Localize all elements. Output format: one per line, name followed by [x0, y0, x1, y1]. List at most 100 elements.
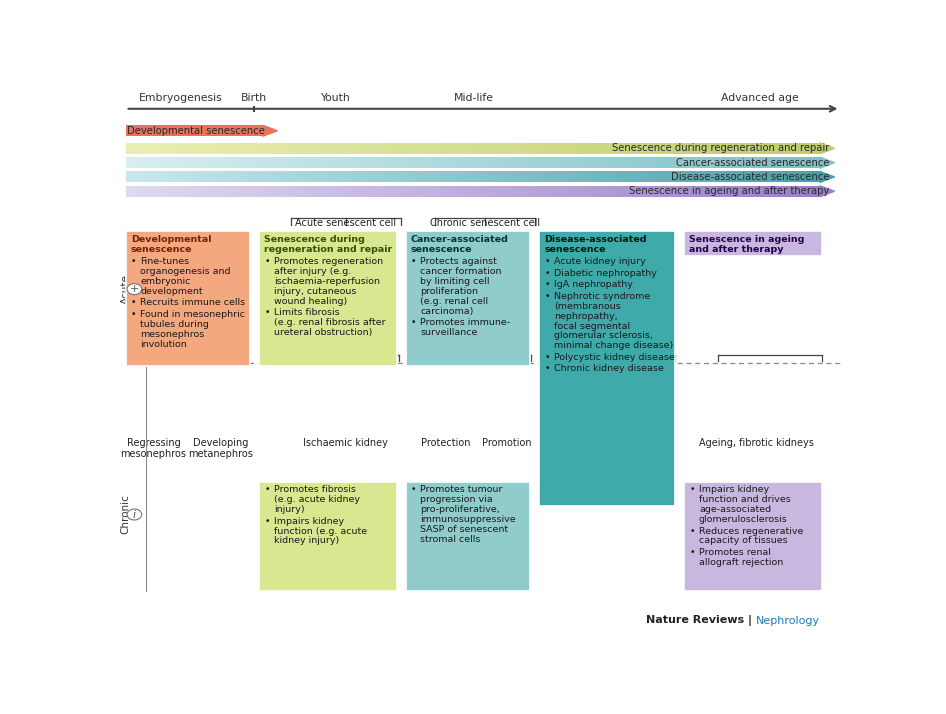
Bar — [401, 157, 406, 168]
Bar — [778, 171, 782, 183]
Bar — [698, 143, 702, 154]
Bar — [192, 171, 196, 183]
Bar — [788, 143, 793, 154]
Bar — [450, 171, 454, 183]
Bar — [137, 125, 139, 136]
Text: Nephrology: Nephrology — [756, 615, 820, 625]
Bar — [778, 143, 782, 154]
Bar — [192, 143, 196, 154]
Bar — [621, 157, 625, 168]
Bar — [342, 171, 346, 183]
Bar — [166, 125, 168, 136]
Bar — [816, 143, 820, 154]
Bar — [206, 125, 207, 136]
Bar — [147, 125, 148, 136]
Bar — [746, 171, 751, 183]
Bar — [537, 186, 541, 197]
Bar — [482, 157, 485, 168]
Bar — [127, 125, 129, 136]
Bar — [190, 125, 192, 136]
Bar — [227, 186, 231, 197]
Bar — [663, 143, 667, 154]
Bar — [709, 143, 712, 154]
Bar — [321, 171, 325, 183]
Text: Polycystic kidney disease: Polycystic kidney disease — [553, 353, 674, 362]
Bar — [709, 157, 712, 168]
Bar — [202, 143, 206, 154]
Bar — [429, 157, 433, 168]
Bar — [565, 143, 569, 154]
Bar — [527, 157, 531, 168]
Bar — [593, 157, 597, 168]
Bar — [597, 171, 601, 183]
Bar — [464, 171, 468, 183]
Bar — [705, 186, 709, 197]
Bar — [153, 186, 158, 197]
Bar — [196, 157, 200, 168]
Bar — [132, 186, 137, 197]
Bar — [719, 157, 723, 168]
Bar — [140, 125, 142, 136]
Bar — [554, 157, 559, 168]
Bar — [141, 125, 142, 136]
Bar — [143, 186, 148, 197]
Bar — [328, 171, 332, 183]
Bar — [440, 143, 444, 154]
Bar — [275, 143, 280, 154]
Bar — [150, 143, 154, 154]
Bar — [694, 186, 698, 197]
Bar — [618, 157, 622, 168]
Bar — [443, 171, 447, 183]
Bar — [694, 171, 698, 183]
Bar — [412, 157, 416, 168]
Bar — [799, 143, 803, 154]
Bar — [496, 143, 499, 154]
Bar — [719, 171, 723, 183]
Bar — [419, 186, 423, 197]
Bar — [632, 186, 636, 197]
Bar — [370, 171, 374, 183]
Bar — [262, 157, 266, 168]
Text: Reduces regenerative: Reduces regenerative — [699, 527, 803, 536]
Bar — [349, 143, 353, 154]
Bar — [199, 171, 203, 183]
Bar — [419, 143, 423, 154]
Bar — [688, 186, 692, 197]
Bar — [230, 125, 231, 136]
Bar — [245, 125, 246, 136]
Bar — [339, 171, 342, 183]
Bar — [254, 171, 259, 183]
Text: i: i — [132, 510, 136, 520]
Bar — [653, 157, 657, 168]
Text: organogenesis and: organogenesis and — [140, 267, 231, 276]
Bar — [188, 125, 190, 136]
Bar — [206, 186, 210, 197]
Bar — [552, 157, 555, 168]
Bar — [221, 125, 222, 136]
Bar — [184, 143, 189, 154]
Bar — [148, 125, 149, 136]
Bar — [189, 125, 190, 136]
Bar — [579, 171, 584, 183]
Bar — [286, 186, 290, 197]
Bar — [457, 143, 462, 154]
Bar — [600, 171, 604, 183]
Text: (membranous: (membranous — [553, 302, 621, 311]
Bar — [370, 186, 374, 197]
Bar — [272, 171, 276, 183]
Bar — [200, 125, 201, 136]
Bar — [335, 171, 339, 183]
Bar — [192, 157, 196, 168]
Bar — [722, 143, 727, 154]
Bar — [237, 157, 241, 168]
Bar — [405, 157, 409, 168]
Bar — [331, 143, 336, 154]
Bar — [467, 186, 472, 197]
Bar — [799, 186, 803, 197]
Text: wound healing): wound healing) — [273, 297, 347, 306]
Bar — [785, 157, 789, 168]
Bar — [219, 125, 220, 136]
Bar — [215, 125, 216, 136]
Bar — [754, 157, 758, 168]
Bar — [300, 186, 305, 197]
